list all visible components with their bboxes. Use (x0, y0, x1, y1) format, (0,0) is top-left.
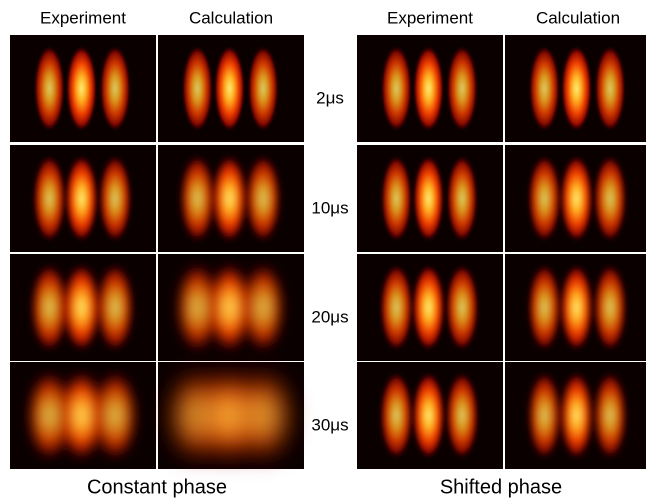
fringe (99, 155, 132, 242)
fringes (528, 264, 627, 351)
fringe (63, 264, 100, 351)
fringe (33, 155, 66, 242)
fringe (529, 45, 560, 132)
column-header: Calculation (189, 8, 273, 27)
fringe (236, 372, 291, 459)
fringe (177, 264, 218, 351)
fringe (594, 155, 627, 242)
fringes (380, 372, 479, 459)
fringe (528, 155, 561, 242)
fringe (34, 45, 65, 132)
fringe (65, 155, 98, 242)
fringe (381, 45, 412, 132)
fringe (66, 45, 97, 132)
image-cell (158, 254, 304, 361)
fringes (33, 155, 132, 242)
fringe (381, 155, 412, 242)
image-cell (505, 35, 646, 142)
image-cell (158, 362, 304, 469)
fringe (528, 264, 561, 351)
fringe (412, 372, 445, 459)
column-header: Calculation (536, 8, 620, 27)
image-cell (10, 145, 156, 252)
image-cell (505, 254, 646, 361)
fringe (246, 155, 281, 242)
image-cell (505, 145, 646, 252)
fringe (209, 264, 250, 351)
fringes (182, 45, 279, 132)
image-cell (357, 145, 503, 252)
fringe (248, 45, 279, 132)
fringes (381, 155, 478, 242)
fringes (28, 372, 137, 459)
fringe (380, 372, 413, 459)
image-cell (158, 35, 304, 142)
fringe (380, 264, 413, 351)
fringe (560, 155, 593, 242)
fringes (177, 264, 284, 351)
fringes (170, 372, 291, 459)
fringe (595, 45, 626, 132)
image-cell (357, 362, 503, 469)
fringe (97, 264, 134, 351)
fringes (31, 264, 134, 351)
fringe (446, 264, 479, 351)
fringe (94, 372, 137, 459)
fringe (212, 155, 247, 242)
image-cell (10, 35, 156, 142)
image-cell (10, 254, 156, 361)
fringe (214, 45, 245, 132)
image-cell (158, 145, 304, 252)
fringe (243, 264, 284, 351)
fringes (528, 372, 627, 459)
fringe (561, 45, 592, 132)
fringes (528, 155, 627, 242)
column-header: Experiment (387, 8, 473, 27)
fringe (560, 264, 593, 351)
fringes (380, 264, 479, 351)
fringe (60, 372, 103, 459)
row-label: 10μs (311, 199, 348, 218)
fringe (446, 372, 479, 459)
panel-caption: Shifted phase (440, 476, 562, 498)
panel-caption: Constant phase (87, 476, 227, 498)
row-label: 2μs (316, 89, 344, 108)
fringes (34, 45, 131, 132)
row-label: 30μs (311, 416, 348, 435)
fringe (528, 372, 561, 459)
fringes (180, 155, 281, 242)
image-cell (10, 362, 156, 469)
fringe (180, 155, 215, 242)
image-cell (357, 254, 503, 361)
fringe (28, 372, 71, 459)
fringe (447, 45, 478, 132)
fringe (413, 45, 444, 132)
fringe (594, 264, 627, 351)
fringes (529, 45, 626, 132)
fringe (560, 372, 593, 459)
fringe (594, 372, 627, 459)
fringe (413, 155, 444, 242)
fringe (447, 155, 478, 242)
image-cell (357, 35, 503, 142)
column-header: Experiment (40, 8, 126, 27)
fringe (182, 45, 213, 132)
fringe (412, 264, 445, 351)
image-cell (505, 362, 646, 469)
row-label: 20μs (311, 308, 348, 327)
fringe (31, 264, 68, 351)
fringe (100, 45, 131, 132)
fringes (381, 45, 478, 132)
